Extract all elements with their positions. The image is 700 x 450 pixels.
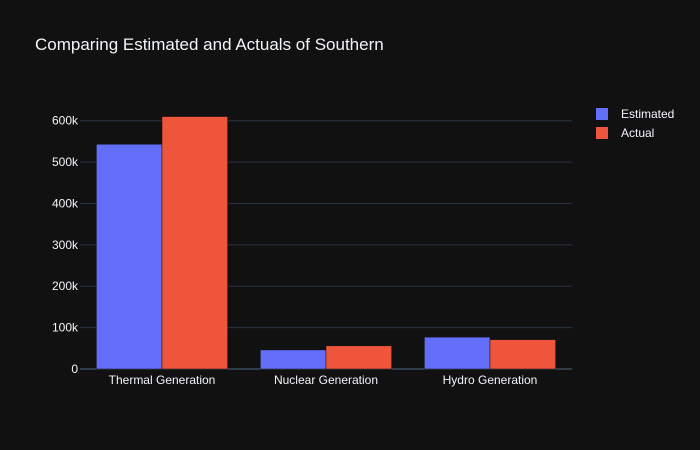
- x-tick-label: Hydro Generation: [443, 373, 538, 387]
- x-tick-label: Thermal Generation: [109, 373, 216, 387]
- bars: [96, 116, 556, 370]
- bar-estimated-0[interactable]: [96, 144, 163, 370]
- y-tick-label: 200k: [52, 279, 79, 293]
- y-tick-label: 300k: [52, 238, 79, 252]
- legend-item-actual[interactable]: Actual: [596, 126, 654, 140]
- y-tick-label: 400k: [52, 196, 79, 210]
- y-axis: 0 100k 200k 300k 400k 500k 600k: [52, 114, 79, 376]
- legend-item-estimated[interactable]: Estimated: [596, 107, 674, 121]
- bar-estimated-1[interactable]: [260, 349, 327, 370]
- bar-actual-2[interactable]: [489, 339, 556, 370]
- bar-actual-1[interactable]: [325, 345, 392, 370]
- bar-estimated-2[interactable]: [424, 336, 491, 370]
- legend-swatch: [596, 127, 608, 139]
- y-tick-label: 600k: [52, 114, 79, 128]
- chart-title: Comparing Estimated and Actuals of South…: [35, 35, 384, 54]
- y-tick-label: 500k: [52, 155, 79, 169]
- y-tick-label: 0: [71, 362, 78, 376]
- bar-actual-0[interactable]: [161, 116, 228, 370]
- y-tick-label: 100k: [52, 321, 79, 335]
- x-axis: Thermal Generation Nuclear Generation Hydr…: [109, 373, 538, 387]
- legend-label: Estimated: [621, 107, 674, 121]
- x-tick-label: Nuclear Generation: [274, 373, 378, 387]
- legend-swatch: [596, 108, 608, 120]
- legend-label: Actual: [621, 126, 654, 140]
- legend: Estimated Actual: [596, 107, 674, 140]
